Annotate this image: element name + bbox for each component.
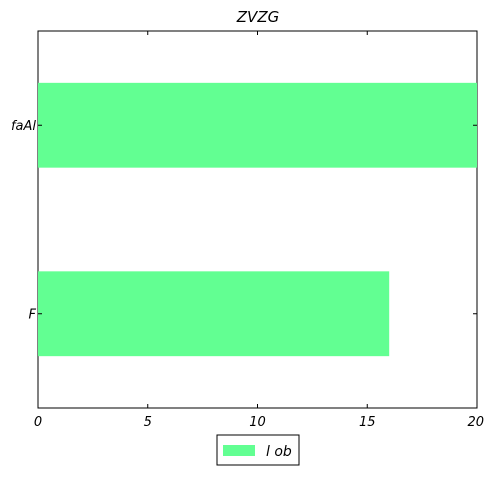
legend-swatch bbox=[223, 445, 255, 456]
chart-title: ZVZG bbox=[236, 8, 279, 26]
x-axis: 0 5 10 15 20 bbox=[34, 31, 484, 430]
y-tick-label-0: faAl bbox=[11, 119, 36, 134]
bar-group bbox=[38, 82, 477, 357]
y-axis: faAl F bbox=[11, 119, 477, 322]
x-tick-label-0: 0 bbox=[34, 415, 42, 430]
x-tick-label-1: 5 bbox=[144, 415, 152, 430]
bar-1 bbox=[38, 271, 390, 357]
x-tick-label-4: 20 bbox=[467, 415, 484, 430]
y-tick-label-1: F bbox=[29, 307, 37, 322]
legend-label: l ob bbox=[266, 444, 292, 460]
bar-0 bbox=[38, 82, 477, 168]
x-tick-label-2: 10 bbox=[249, 415, 266, 430]
x-tick-label-3: 15 bbox=[359, 415, 376, 430]
legend: l ob bbox=[216, 434, 300, 466]
